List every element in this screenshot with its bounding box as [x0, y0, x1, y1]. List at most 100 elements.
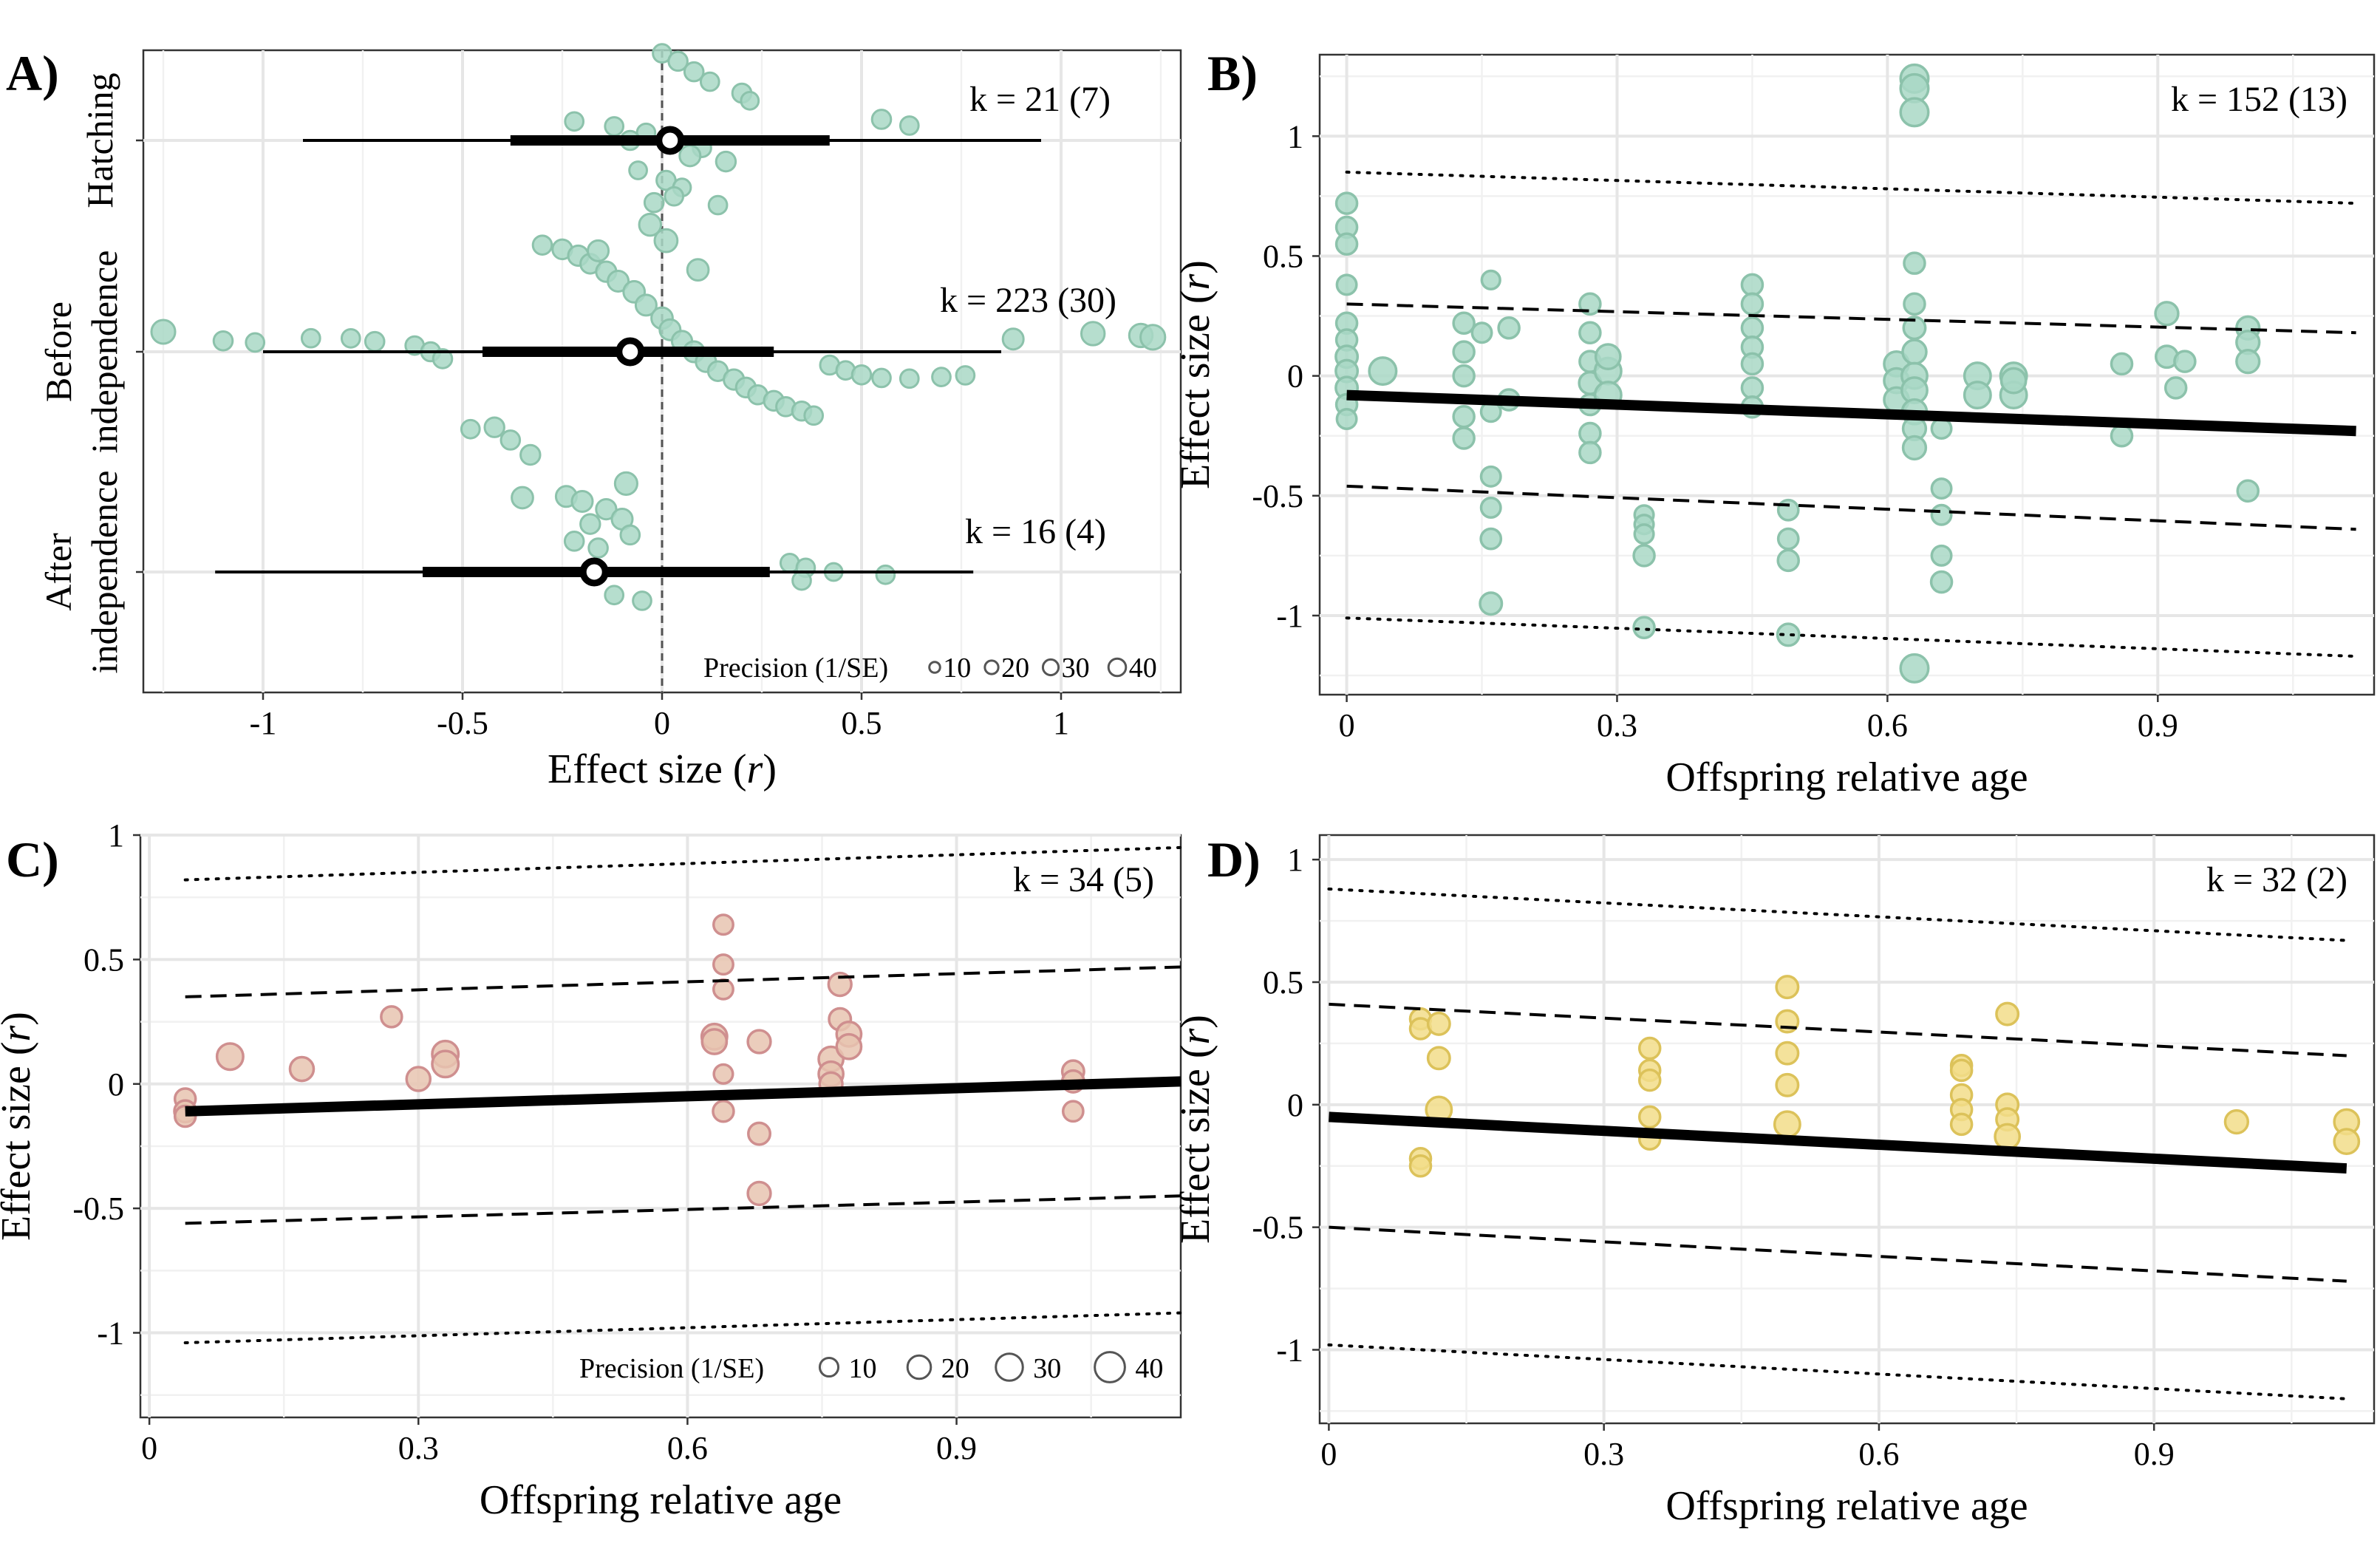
effect-point [1480, 269, 1501, 290]
plot-frame [139, 834, 1182, 1419]
effect-point [1775, 1072, 1800, 1097]
k-label: k = 16 (4) [965, 512, 1106, 551]
x-tick-label: 1 [1053, 705, 1069, 741]
effect-point [460, 418, 481, 440]
effect-point [1903, 292, 1926, 316]
effect-point [1497, 316, 1521, 340]
effect-point [740, 90, 760, 111]
y-tick-label: 0 [1287, 358, 1303, 395]
orchard-row [150, 212, 1167, 496]
x-tick-label: 0.9 [2134, 1436, 2175, 1472]
k-label: k = 34 (5) [1013, 860, 1154, 899]
effect-point [1776, 498, 1800, 522]
y-tick-label: -0.5 [72, 1191, 124, 1227]
panel-letter: B) [1207, 45, 1258, 101]
effect-point [653, 228, 679, 253]
x-tick-label: -0.5 [437, 705, 488, 741]
effect-point [955, 365, 976, 386]
prediction-upper-line [1345, 170, 2358, 205]
effect-point [1452, 405, 1476, 429]
effect-point [1949, 1112, 1974, 1137]
effect-point [499, 429, 522, 451]
effect-point [1899, 97, 1930, 128]
effect-point [2236, 479, 2260, 503]
x-tick-label: 0.3 [1583, 1436, 1624, 1472]
x-axis-title-part: ) [763, 746, 777, 792]
legend-key [983, 659, 1000, 675]
effect-point [519, 443, 542, 466]
x-tick-label: 0.3 [1597, 707, 1637, 743]
effect-point [1740, 292, 1764, 316]
effect-point [215, 1042, 245, 1072]
y-tick-label: 0 [108, 1066, 124, 1103]
category-label: Before [38, 302, 79, 402]
effect-point [1334, 232, 1359, 256]
effect-point [1479, 527, 1503, 551]
effect-point [1740, 316, 1764, 340]
panel-b: 0 0.3 0.6 0.9 -1 -0.5 0 0.5 1 Offspring relative … [1173, 53, 2376, 800]
x-axis-title: Offspring relative age [1665, 755, 2028, 800]
y-axis-title: Effect size (r) [1173, 1015, 1218, 1244]
effect-point [1479, 591, 1504, 616]
effect-point [1930, 544, 1953, 567]
effect-point [587, 239, 610, 262]
effect-point [380, 1005, 403, 1029]
effect-point [1594, 343, 1622, 371]
effect-point [1470, 321, 1493, 344]
effect-point [579, 513, 601, 535]
y-axis-title-part: r [1173, 273, 1218, 290]
confidence-upper-line [1329, 1002, 2347, 1058]
effect-point [638, 212, 663, 237]
x-tick-label: 0.9 [2138, 707, 2178, 743]
effect-point [1479, 465, 1502, 488]
effect-point [1930, 503, 1953, 526]
x-tick-label: 0.6 [667, 1430, 708, 1466]
confidence-lower-line [1329, 1225, 2347, 1283]
effect-point [700, 1028, 729, 1055]
mean-estimate [655, 126, 685, 155]
effect-point [1901, 435, 1928, 461]
prediction-upper-line [183, 845, 1182, 882]
legend-key [1041, 658, 1060, 677]
effect-point [712, 913, 734, 936]
x-axis-title: Offspring relative age [480, 1477, 842, 1523]
effect-point [1334, 191, 1359, 215]
effect-point [432, 348, 454, 370]
confidence-lower-line [185, 1194, 1182, 1225]
effect-point [619, 524, 641, 546]
effect-point [746, 1029, 772, 1055]
y-axis-title-part: Effect size ( [1173, 1044, 1218, 1243]
effect-point [791, 570, 812, 591]
panel-letter: C) [6, 831, 59, 888]
category-label: After [38, 533, 79, 611]
effect-point [2164, 376, 2188, 400]
effect-point [686, 258, 710, 282]
x-axis-title-part: Effect size ( [548, 746, 746, 792]
effect-point [531, 234, 553, 256]
effect-point [1426, 1046, 1451, 1071]
effect-point [1949, 1058, 1974, 1083]
y-tick-label: 1 [1287, 118, 1303, 154]
effect-point [1061, 1100, 1085, 1123]
x-axis-title: Offspring relative age [1665, 1483, 2028, 1529]
effect-point [707, 194, 729, 216]
effect-point [1901, 338, 1928, 365]
effect-point [1452, 340, 1476, 364]
orchard-row [215, 485, 974, 611]
effect-point [604, 585, 625, 606]
x-axis-title-part: r [747, 746, 763, 792]
effect-point [747, 1121, 771, 1146]
effect-point [587, 537, 609, 559]
legend-title: Precision (1/SE) [579, 1353, 764, 1384]
y-tick-label: -1 [97, 1315, 124, 1352]
effect-point [899, 368, 920, 389]
effect-point [1479, 497, 1502, 519]
k-label: k = 32 (2) [2206, 860, 2347, 899]
y-axis-title-part: Effect size ( [0, 1041, 39, 1240]
effect-point [1139, 324, 1167, 351]
effect-point [2333, 1128, 2361, 1155]
effect-point [1335, 408, 1358, 430]
effect-point [875, 564, 896, 585]
effect-point [150, 319, 177, 345]
